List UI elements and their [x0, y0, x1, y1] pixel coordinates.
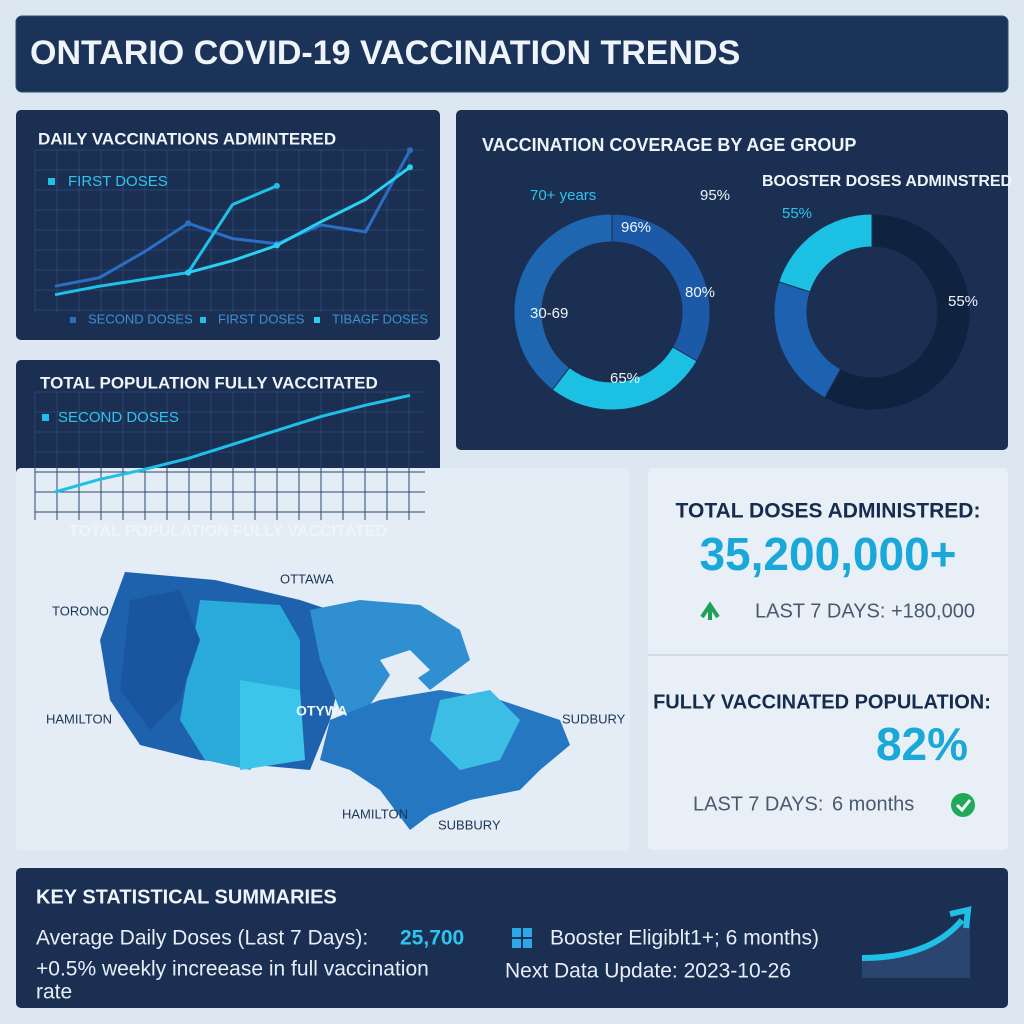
- legend-swatch: [200, 317, 206, 323]
- page-title: ONTARIO COVID-19 VACCINATION TRENDS: [30, 34, 740, 72]
- map-water: [380, 650, 430, 690]
- map-region: [120, 590, 200, 730]
- legend-swatch: [42, 414, 49, 421]
- trend-line-icon: [861, 918, 965, 961]
- stat-period: 6 months: [832, 793, 914, 815]
- grid: [34, 149, 425, 312]
- annotation: 55%: [948, 293, 978, 310]
- summary-text: rate: [36, 981, 72, 1004]
- map: [100, 572, 570, 830]
- value-label: 80%: [685, 284, 715, 301]
- legend-label: SECOND DOSES: [88, 311, 193, 326]
- stat-value: 82%: [876, 718, 968, 770]
- check-icon: [951, 793, 975, 817]
- stat-title: TOTAL DOSES ADMINISTRED:: [676, 500, 981, 523]
- summary-text: Booster Eligiblt1+; 6 months): [550, 927, 819, 950]
- stat-change: LAST 7 DAYS: +180,000: [755, 600, 975, 622]
- map-region: [430, 690, 520, 770]
- donut-hole: [807, 247, 937, 377]
- data-line: [187, 165, 411, 275]
- data-line: [54, 393, 411, 494]
- summary-text: Average Daily Doses (Last 7 Days):: [36, 927, 368, 950]
- data-point: [273, 242, 280, 249]
- annotation: 96%: [621, 219, 651, 236]
- chart-title: BOOSTER DOSES ADMINSTRED: [762, 173, 1012, 190]
- legend-swatch: [314, 317, 320, 323]
- chart-title: DAILY VACCINATIONS ADMINTERED: [38, 129, 336, 148]
- data-point: [185, 269, 192, 276]
- summary-value: 25,700: [400, 927, 464, 950]
- legend-label: FIRST DOSES: [218, 311, 305, 326]
- stat-label: LAST 7 DAYS:: [693, 793, 823, 815]
- stats-panel: [648, 468, 1008, 850]
- stat-title: FULLY VACCINATED POPULATION:: [653, 691, 991, 713]
- legend-swatch: [70, 317, 76, 323]
- data-point: [185, 220, 192, 227]
- grid: [34, 391, 425, 520]
- value-label: 65%: [610, 370, 640, 387]
- map-label: OTTAWA: [280, 571, 334, 586]
- map-label: OTYWA: [296, 703, 347, 719]
- category-label: 30-69: [530, 305, 568, 322]
- annotation: FIRST DOSES: [68, 173, 168, 190]
- chart-title: VACCINATION COVERAGE BY AGE GROUP: [482, 135, 856, 155]
- check-mark: [955, 799, 972, 813]
- x-axis-label: TOTAL POPULATION FULLY VACCITATED: [69, 523, 387, 540]
- summary-title: KEY STATISTICAL SUMMARIES: [36, 886, 337, 908]
- map-label: SUBBURY: [438, 817, 501, 832]
- summary-text: Next Data Update: 2023-10-26: [505, 960, 791, 983]
- map-label: TORONO: [52, 603, 109, 618]
- data-point: [407, 147, 413, 154]
- data-line: [54, 149, 412, 288]
- legend-label: TIBAGF DOSES: [332, 311, 428, 326]
- summary-panel: [16, 868, 1008, 1008]
- legend-swatch: [48, 178, 55, 185]
- value-label: 95%: [700, 187, 730, 204]
- up-arrow-icon: [700, 601, 720, 620]
- donut-hole: [542, 242, 682, 382]
- data-point: [407, 164, 413, 171]
- legend-label: SECOND DOSES: [58, 409, 179, 426]
- data-point: [273, 182, 280, 189]
- stat-value: 35,200,000+: [699, 528, 956, 580]
- map-label: HAMILTON: [342, 806, 408, 821]
- booster-icon: [512, 928, 532, 948]
- map-label: SUDBURY: [562, 711, 626, 726]
- category-label: 70+ years: [530, 187, 596, 204]
- map-label: HAMILTON: [46, 711, 112, 726]
- data-line: [54, 184, 278, 297]
- map-region: [240, 680, 305, 770]
- header: [15, 15, 1009, 93]
- chart-title: TOTAL POPULATION FULLY VACCITATED: [40, 373, 378, 392]
- summary-text: +0.5% weekly increease in full vaccinati…: [36, 958, 429, 981]
- trend-arrow-icon: [949, 906, 972, 929]
- trend-area-icon: [862, 915, 970, 978]
- annotation: 55%: [782, 205, 812, 222]
